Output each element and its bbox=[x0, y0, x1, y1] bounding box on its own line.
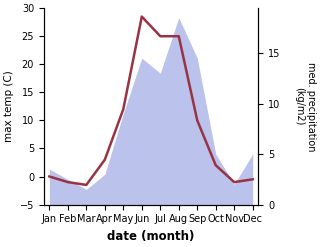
Y-axis label: max temp (C): max temp (C) bbox=[4, 70, 14, 142]
X-axis label: date (month): date (month) bbox=[107, 230, 195, 243]
Y-axis label: med. precipitation
(kg/m2): med. precipitation (kg/m2) bbox=[294, 62, 316, 151]
